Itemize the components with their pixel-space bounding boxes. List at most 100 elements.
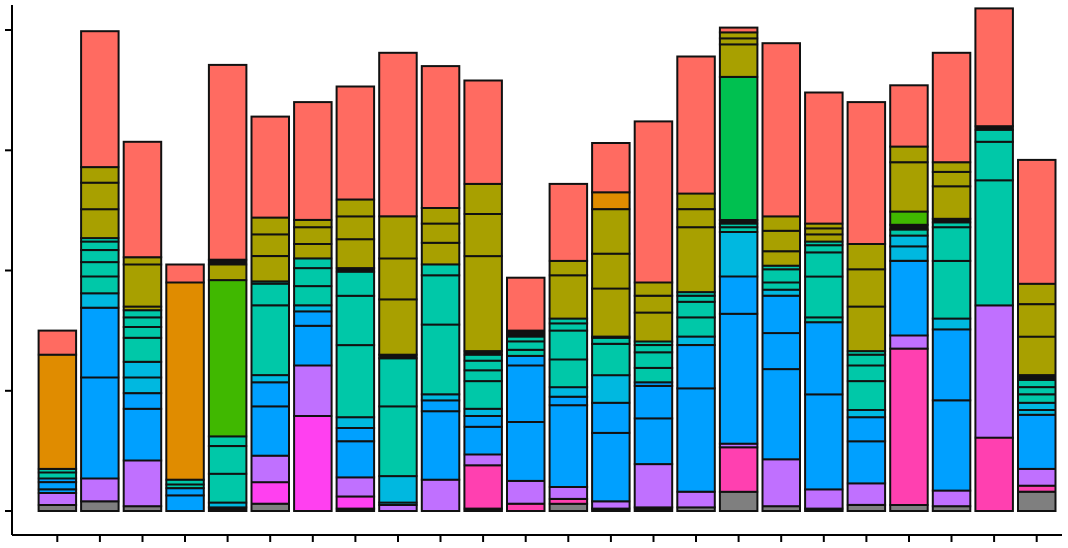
bar-segment [165,487,205,497]
bar-segment [293,219,333,229]
bar-segment [506,340,546,351]
bar-segment [633,384,674,420]
bar-segment [676,55,716,195]
bars-layer [37,7,1057,513]
bar-segment [718,275,759,315]
bar-segment [889,234,929,248]
bar-segment [250,255,290,283]
bar-segment [633,344,674,354]
bar-segment [293,226,333,245]
bar-segment [250,374,290,384]
bar-segment [676,208,716,229]
bar-24 [1017,158,1057,512]
bar-segment [293,285,333,307]
bar-segment [506,502,546,512]
bar-segment [80,240,120,252]
bar-segment [633,417,674,466]
bar-segment [1017,413,1057,470]
bar-segment [506,276,546,332]
bar-6 [250,115,290,512]
bar-segment [250,115,290,219]
bar-segment [420,399,461,413]
bar-segment [1017,378,1057,389]
bar-segment [122,309,163,319]
bar-segment [974,7,1014,128]
bar-segment [80,275,120,295]
bar-15 [633,120,674,512]
bar-segment [1017,467,1057,487]
bar-segment [378,51,418,218]
bar-segment [463,415,503,428]
bar-5 [207,63,248,512]
bar-segment [80,500,120,512]
bar-segment [633,120,674,284]
bar-segment [931,489,972,508]
bar-segment [633,351,674,369]
bar-segment [122,336,163,363]
bar-segment [335,238,376,270]
bar-segment [335,270,376,297]
bar-segment [420,323,461,396]
bar-segment [293,415,333,512]
bar-segment [846,409,887,419]
bar-segment [591,142,631,194]
bar-segment [463,380,503,410]
bar-13 [548,182,589,512]
bar-segment [293,267,333,288]
bar-segment [506,364,546,423]
bar-segment [591,374,631,404]
bar-segment [420,263,461,277]
bar-segment [548,502,589,512]
bar-11 [463,79,503,513]
bar-segment [37,481,78,491]
bar-segment [633,281,674,297]
bar-segment [293,243,333,260]
bar-segment [846,440,887,485]
bar-segment [207,279,248,438]
bar-segment [122,376,163,395]
bar-segment [1017,393,1057,404]
bar-segment [761,250,801,267]
bar-segment [676,490,716,509]
bar-segment [548,259,589,277]
bar-segment [761,332,801,371]
bar-segment [122,326,163,339]
bar-segment [676,344,716,390]
bar-19 [804,91,844,513]
bar-segment [548,358,589,389]
bar-segment [676,316,716,338]
bar-segment [889,84,929,148]
bar-segment [633,463,674,509]
bar-segment [463,182,503,215]
bar-segment [591,252,631,290]
bar-segment [548,322,589,332]
bar-segment [889,145,929,164]
bar-segment [335,495,376,510]
bar-segment [889,210,929,226]
bar-segment [122,459,163,508]
bar-segment [761,368,801,461]
bar-segment [1017,386,1057,396]
bar-segment [335,427,376,443]
bar-segment [974,140,1014,182]
bar-segment [846,482,887,506]
bar-segment [548,386,589,398]
bar-segment [420,222,461,244]
bar-segment [931,317,972,331]
bar-segment [122,256,163,266]
bar-segment [293,310,333,327]
bar-segment [80,249,120,264]
bar-12 [506,276,546,512]
bar-segment [207,435,248,447]
bar-segment [718,490,759,512]
bar-segment [80,181,120,211]
bar-segment [1017,490,1057,512]
bar-segment [165,281,205,481]
bar-23 [974,7,1014,513]
bar-segment [420,410,461,481]
bar-segment [335,294,376,347]
bar-segment [761,268,801,284]
bar-segment [463,407,503,417]
bar-segment [846,268,887,308]
bar-20 [846,101,887,512]
